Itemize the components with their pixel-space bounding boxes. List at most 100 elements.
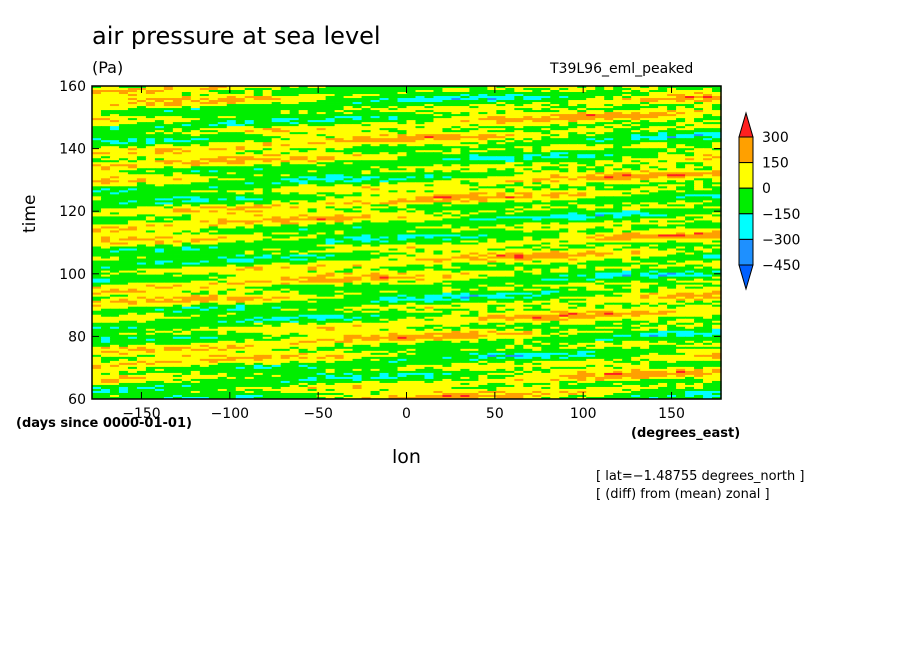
- field-cell: [352, 100, 363, 103]
- field-cell: [712, 166, 722, 169]
- field-cell: [685, 138, 695, 141]
- field-cell: [127, 98, 138, 101]
- field-cell: [190, 196, 201, 199]
- field-cell: [532, 222, 542, 225]
- field-cell: [325, 196, 336, 199]
- field-cell: [604, 206, 614, 209]
- field-cell: [316, 86, 327, 89]
- field-cell: [172, 208, 183, 211]
- field-cell: [577, 206, 587, 209]
- field-cell: [109, 206, 120, 209]
- field-cell: [325, 152, 336, 155]
- field-cell: [379, 92, 390, 95]
- field-cell: [262, 174, 273, 177]
- field-cell: [334, 150, 345, 153]
- field-cell: [604, 176, 614, 179]
- field-cell: [262, 128, 273, 131]
- field-cell: [622, 158, 632, 161]
- field-cell: [92, 136, 102, 139]
- field-cell: [712, 108, 722, 111]
- field-cell: [298, 154, 309, 157]
- field-cell: [415, 100, 426, 103]
- field-cell: [109, 202, 120, 205]
- field-cell: [712, 212, 722, 215]
- field-cell: [262, 220, 273, 223]
- field-cell: [154, 110, 165, 113]
- field-cell: [532, 88, 542, 91]
- field-cell: [334, 180, 345, 183]
- field-cell: [388, 94, 399, 97]
- field-cell: [388, 122, 399, 125]
- field-cell: [154, 198, 165, 201]
- field-cell: [433, 98, 444, 101]
- field-cell: [199, 150, 210, 153]
- field-cell: [172, 144, 183, 147]
- field-cell: [424, 214, 435, 217]
- field-cell: [163, 148, 174, 151]
- field-cell: [325, 212, 336, 215]
- field-cell: [181, 136, 192, 139]
- field-cell: [514, 176, 524, 179]
- field-cell: [676, 172, 686, 175]
- field-cell: [397, 186, 408, 189]
- field-cell: [478, 120, 488, 123]
- field-cell: [532, 144, 542, 147]
- field-cell: [703, 178, 713, 181]
- field-cell: [694, 176, 704, 179]
- field-cell: [532, 104, 542, 107]
- field-cell: [379, 160, 390, 163]
- field-cell: [145, 168, 156, 171]
- field-cell: [100, 170, 111, 173]
- field-cell: [280, 174, 291, 177]
- field-cell: [118, 214, 129, 217]
- x-axis-label: lon: [392, 446, 421, 468]
- field-cell: [622, 162, 632, 165]
- field-cell: [262, 176, 273, 179]
- field-cell: [298, 88, 309, 91]
- field-cell: [685, 126, 695, 129]
- field-cell: [127, 168, 138, 171]
- field-cell: [406, 182, 417, 185]
- field-cell: [127, 192, 138, 195]
- field-cell: [577, 96, 587, 99]
- field-cell: [361, 124, 372, 127]
- field-cell: [352, 218, 363, 221]
- field-cell: [424, 136, 435, 139]
- field-cell: [199, 122, 210, 125]
- field-cell: [667, 208, 677, 211]
- field-cell: [685, 114, 695, 117]
- field-cell: [316, 142, 327, 145]
- field-cell: [370, 114, 381, 117]
- field-cell: [478, 200, 488, 203]
- field-cell: [622, 220, 632, 223]
- field-cell: [469, 124, 479, 127]
- field-cell: [208, 172, 219, 175]
- field-cell: [343, 172, 354, 175]
- field-cell: [613, 148, 623, 151]
- field-cell: [244, 88, 255, 91]
- field-cell: [379, 184, 390, 187]
- field-cell: [613, 158, 623, 161]
- field-cell: [433, 110, 444, 113]
- field-cell: [442, 172, 453, 175]
- field-cell: [217, 200, 228, 203]
- field-cell: [694, 190, 704, 193]
- field-cell: [316, 124, 327, 127]
- field-cell: [667, 212, 677, 215]
- field-cell: [92, 92, 102, 95]
- field-cell: [298, 166, 309, 169]
- field-cell: [316, 226, 327, 229]
- field-cell: [532, 142, 542, 145]
- field-cell: [460, 144, 470, 147]
- field-cell: [262, 122, 273, 125]
- field-cell: [172, 162, 183, 165]
- field-cell: [316, 94, 327, 97]
- field-cell: [325, 94, 336, 97]
- field-cell: [577, 144, 587, 147]
- field-cell: [145, 184, 156, 187]
- field-cell: [568, 162, 578, 165]
- field-cell: [415, 162, 426, 165]
- field-cell: [145, 104, 156, 107]
- field-cell: [92, 196, 102, 199]
- field-cell: [92, 88, 102, 91]
